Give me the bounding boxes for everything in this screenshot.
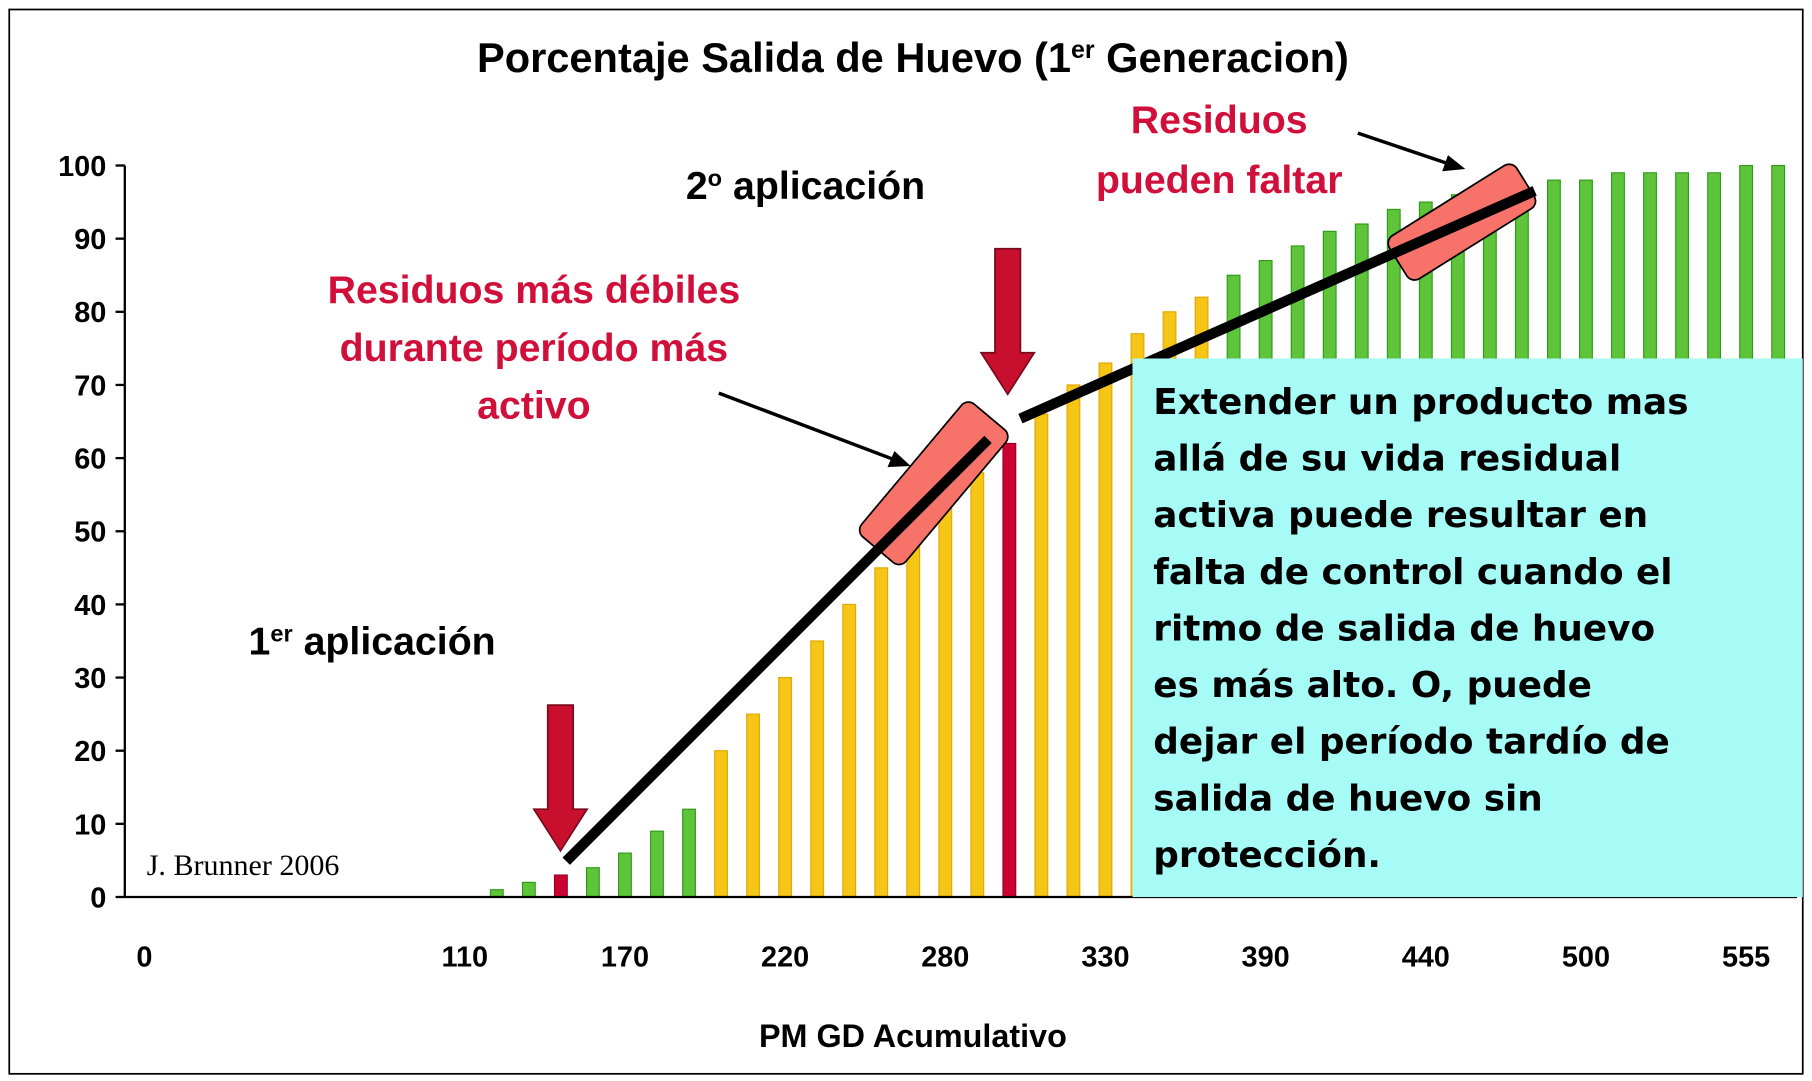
note-line: falta de control cuando el — [1153, 552, 1672, 593]
bar — [842, 603, 857, 898]
callout: activo — [477, 384, 591, 428]
texts: 0 10 20 30 40 50 60 70 80 90 100 0 110 170 220 280 330 39… — [58, 34, 1770, 1054]
callout: Residuos más débiles — [328, 268, 741, 312]
bar — [682, 808, 696, 898]
x-tick-label: 500 — [1562, 941, 1610, 973]
bar — [906, 537, 921, 898]
pointer — [718, 391, 897, 462]
note-line: protección. — [1153, 835, 1381, 876]
x-tick-label: 555 — [1722, 941, 1770, 973]
y-tick-label: 60 — [74, 444, 106, 476]
x-tick-label: 390 — [1242, 941, 1290, 973]
bar — [810, 640, 825, 898]
y-tick-label: 90 — [74, 224, 106, 256]
note-line: salida de huevo sin — [1153, 778, 1542, 819]
callout: durante período más — [340, 326, 729, 370]
x-axis-label: PM GD Acumulativo — [759, 1018, 1067, 1054]
pointer-head — [1442, 155, 1466, 172]
superscript: er — [270, 620, 292, 646]
y-tick-label: 10 — [74, 809, 106, 841]
y-tick-label: 20 — [74, 736, 106, 768]
note-line: activa puede resultar en — [1153, 495, 1648, 536]
note-line: allá de su vida residual — [1153, 439, 1621, 480]
text-part: 2 — [686, 164, 708, 208]
y-tick-label: 100 — [58, 151, 106, 183]
y-tick-label: 50 — [74, 517, 106, 549]
bar — [1098, 362, 1113, 898]
note-line: dejar el período tardío de — [1153, 722, 1670, 763]
bar — [970, 472, 985, 898]
bar — [714, 750, 728, 898]
label: 1er aplicación — [249, 619, 496, 663]
text-part: aplicación — [722, 164, 925, 208]
annotations — [532, 131, 1803, 898]
bar — [874, 567, 889, 898]
y-tick-label: 30 — [74, 663, 106, 695]
bar — [585, 867, 600, 898]
bar — [1034, 413, 1049, 898]
x-tick-label: 330 — [1081, 941, 1129, 973]
bar — [938, 501, 953, 898]
credit: J. Brunner 2006 — [147, 849, 340, 882]
y-tick-label: 80 — [74, 297, 106, 329]
callout: pueden faltar — [1096, 158, 1343, 202]
x-tick-label: 220 — [761, 941, 809, 973]
bar — [1066, 384, 1081, 898]
y-tick-label: 70 — [74, 370, 106, 402]
superscript: o — [708, 165, 722, 191]
chart-title: Porcentaje Salida de Huevo (1er Generaci… — [477, 34, 1349, 81]
x-tick-label: 280 — [921, 941, 969, 973]
bar — [1002, 442, 1017, 898]
superscript: er — [1071, 36, 1095, 64]
note-line: es más alto. O, puede — [1153, 665, 1592, 706]
trend-line — [1018, 186, 1537, 424]
y-tick-label: 0 — [90, 882, 106, 914]
bar — [618, 852, 632, 898]
arrow — [979, 247, 1036, 396]
bar — [746, 713, 761, 898]
x-tick-label: 440 — [1402, 941, 1450, 973]
text-part: Porcentaje Salida de Huevo (1 — [477, 34, 1071, 81]
bar — [553, 874, 568, 898]
text-part: aplicación — [293, 619, 496, 663]
arrow — [532, 704, 589, 853]
note-box — [1132, 358, 1803, 898]
trend-line — [562, 435, 992, 865]
label: 2o aplicación — [686, 164, 925, 208]
bar — [521, 881, 536, 898]
callout: Residuos — [1131, 98, 1308, 142]
note-line: Extender un producto mas — [1153, 382, 1688, 423]
text-part: Generacion) — [1095, 34, 1349, 81]
x-tick-label: 0 — [136, 941, 152, 973]
bar — [778, 676, 793, 898]
pointer-head — [887, 450, 911, 468]
note-line: ritmo de salida de huevo — [1153, 608, 1655, 649]
pointer — [1357, 131, 1451, 166]
bar — [650, 830, 664, 898]
y-tick-label: 40 — [74, 590, 106, 622]
text-part: 1 — [249, 619, 271, 663]
x-tick-label: 170 — [601, 941, 649, 973]
x-tick-label: 110 — [441, 941, 488, 973]
